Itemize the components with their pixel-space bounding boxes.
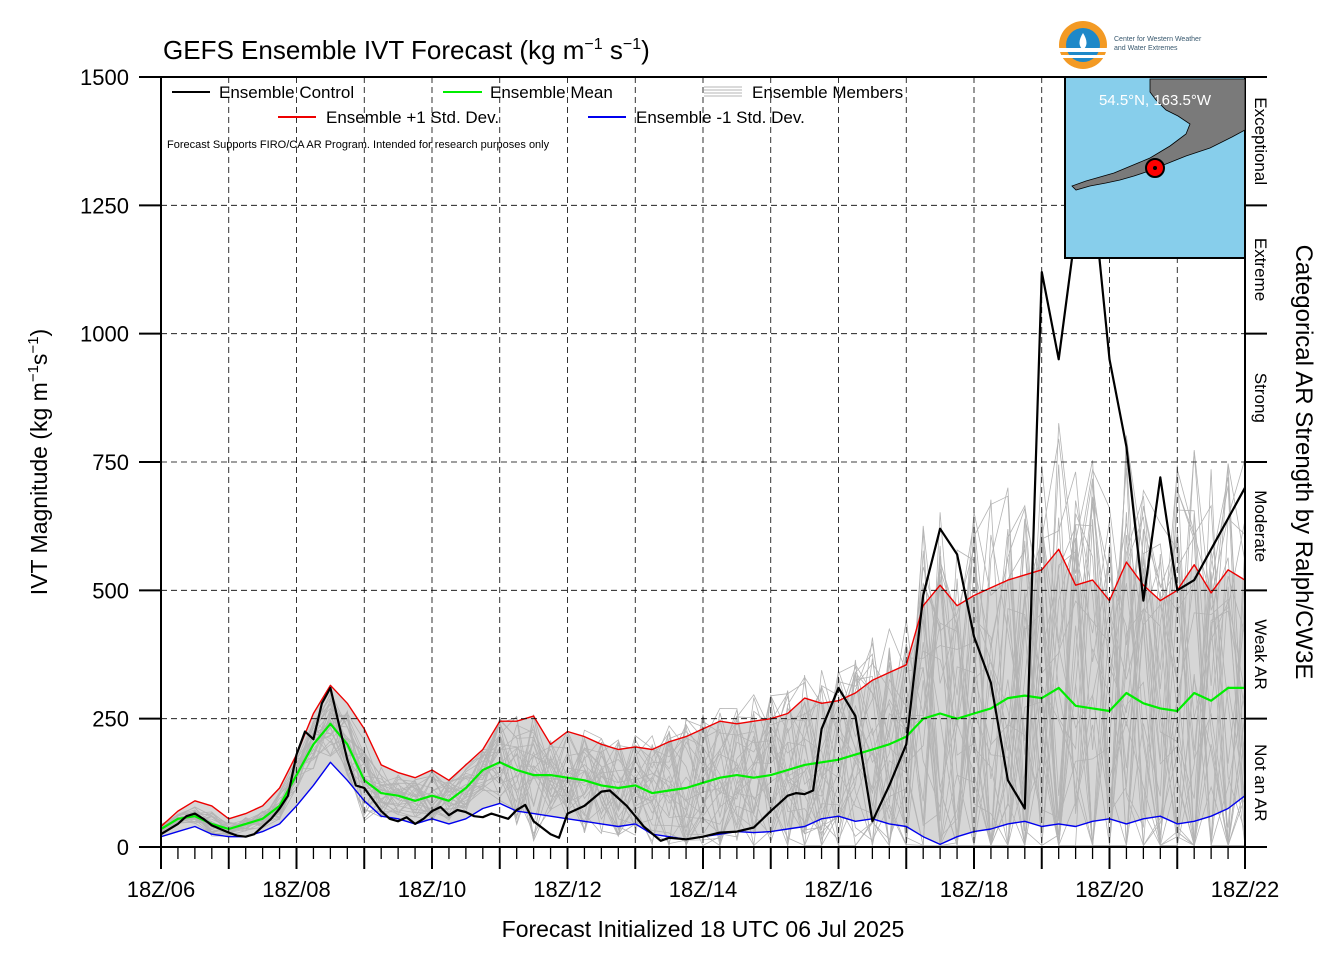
ensemble-member-line <box>161 464 1245 846</box>
y-tick-label: 0 <box>117 835 129 860</box>
legend-members-label: Ensemble Members <box>752 83 903 102</box>
cw3e-logo: Center for Western Weather and Water Ext… <box>1059 21 1202 69</box>
category-label: Moderate <box>1251 490 1270 562</box>
x-tick-label: 18Z/08 <box>262 877 331 902</box>
chart-title: GEFS Ensemble IVT Forecast (kg m−1 s−1) <box>163 35 650 65</box>
y-tick-label: 1250 <box>80 193 129 218</box>
map-land <box>1071 78 1246 191</box>
y-tick-label: 1500 <box>80 65 129 90</box>
y-tick-label: 500 <box>92 578 129 603</box>
x-tick-label: 18Z/12 <box>533 877 602 902</box>
legend-members-swatch <box>704 86 742 97</box>
ensemble-member-line <box>161 512 1245 846</box>
x-tick-label: 18Z/22 <box>1211 877 1280 902</box>
x-tick-label: 18Z/16 <box>804 877 873 902</box>
x-tick-label: 18Z/14 <box>669 877 738 902</box>
ensemble-member-line <box>161 485 1245 846</box>
category-label: Weak AR <box>1251 619 1270 690</box>
legend-mean-label: Ensemble Mean <box>490 83 613 102</box>
y-axis-label: IVT Magnitude (kg m−1s−1) <box>25 329 52 595</box>
logo-text-1: Center for Western Weather <box>1114 36 1202 43</box>
research-note: Forecast Supports FIRO/CA AR Program. In… <box>167 139 550 151</box>
x-axis-label: Forecast Initialized 18 UTC 06 Jul 2025 <box>502 916 905 942</box>
legend-plus-std-label: Ensemble +1 Std. Dev. <box>326 108 499 127</box>
x-tick-label: 18Z/18 <box>940 877 1009 902</box>
logo-text-2: and Water Extremes <box>1114 45 1178 52</box>
plot-area <box>161 77 1245 847</box>
category-label: Extreme <box>1251 238 1270 301</box>
series-control-line <box>161 188 1245 842</box>
y-tick-label: 250 <box>92 707 129 732</box>
location-label: 54.5°N, 163.5°W <box>1099 92 1212 109</box>
category-label: Exceptional <box>1251 97 1270 185</box>
inset-map: 54.5°N, 163.5°W <box>1064 76 1246 259</box>
legend: Ensemble Control Ensemble Mean Ensemble … <box>167 83 903 151</box>
x-tick-label: 18Z/10 <box>398 877 467 902</box>
category-label: Strong <box>1251 373 1270 423</box>
y-tick-label: 750 <box>92 450 129 475</box>
legend-control-label: Ensemble Control <box>219 83 354 102</box>
x-tick-label: 18Z/06 <box>127 877 196 902</box>
legend-minus-std-label: Ensemble -1 Std. Dev. <box>636 108 805 127</box>
axes: 0 250 500 750 1000 1250 1500 18Z/06 18Z/08 18Z/10… <box>80 65 1279 902</box>
ensemble-member-line <box>161 500 1245 846</box>
x-tick-label: 18Z/20 <box>1075 877 1144 902</box>
y-tick-label: 1000 <box>80 322 129 347</box>
right-axis-title: Categorical AR Strength by Ralph/CW3E <box>1290 245 1317 680</box>
category-label: Not an AR <box>1251 744 1270 822</box>
